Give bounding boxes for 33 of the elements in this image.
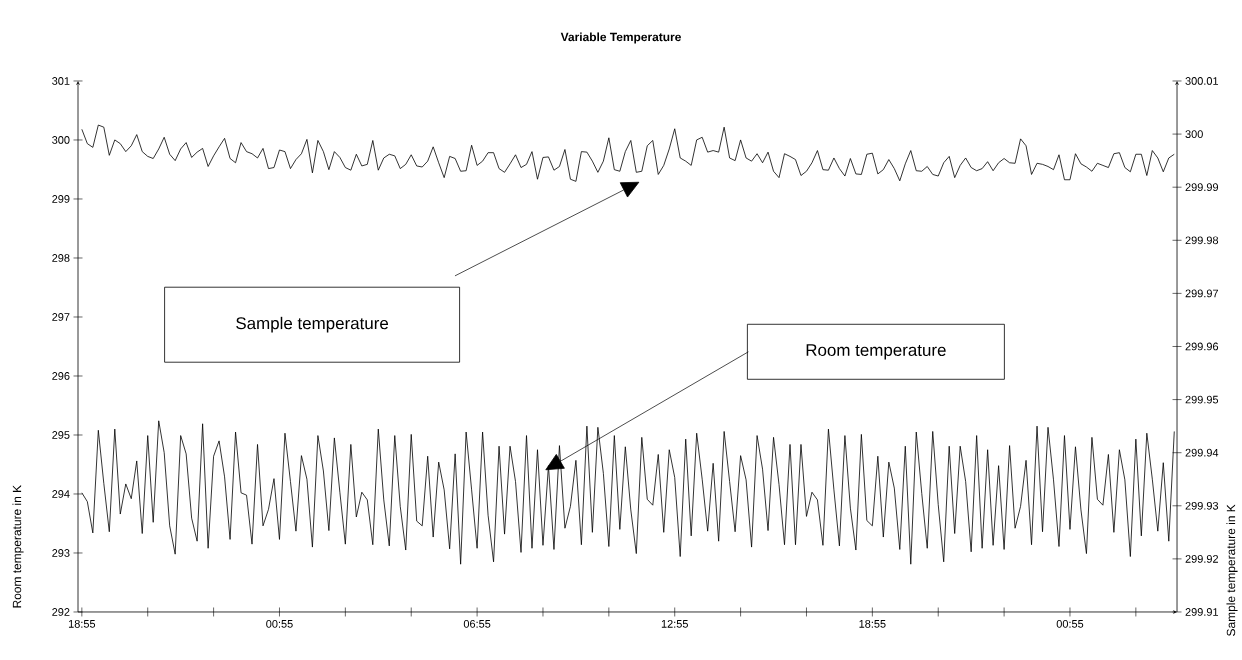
- x-tick-label: 00:55: [1056, 620, 1084, 628]
- annotation: Room temperature: [806, 344, 946, 360]
- y2-tick-label: 299.92: [1185, 555, 1218, 563]
- y-tick-label: 294: [52, 490, 70, 498]
- y2-tick-label: 299.98: [1185, 236, 1219, 245]
- y2-tick-label: 300.01: [1185, 77, 1219, 85]
- y-tick-label: 296: [52, 372, 70, 380]
- y-axis-title: Room temperature in K: [12, 485, 24, 608]
- x-tick-label: 18:55: [859, 620, 886, 628]
- y2-tick-label: 299.99: [1185, 183, 1219, 192]
- y2-axis-title: Sample temperature in K: [1226, 504, 1238, 636]
- y2-tick-label: 299.95: [1185, 395, 1219, 404]
- y-tick-label: 297: [52, 313, 70, 321]
- line-series: [81, 124, 1175, 182]
- x-tick-label: 06:55: [463, 620, 491, 628]
- y-tick-label: 292: [52, 608, 70, 616]
- y2-tick-label: 299.97: [1185, 289, 1218, 298]
- x-tick-label: 00:55: [266, 620, 293, 628]
- annotation: Sample temperature: [236, 316, 389, 333]
- y2-tick-label: 300: [1185, 130, 1203, 138]
- y2-tick-label: 299.96: [1185, 342, 1219, 351]
- y-tick-label: 299: [52, 195, 70, 203]
- y2-tick-label: 299.91: [1185, 608, 1219, 616]
- y-tick-label: 298: [52, 254, 70, 262]
- y-tick-label: 301: [52, 77, 70, 85]
- y2-tick-label: 299.93: [1185, 501, 1219, 510]
- y-tick-label: 300: [52, 136, 70, 144]
- x-tick-label: 18:55: [68, 620, 96, 628]
- chart-title: Variable Temperature: [560, 32, 681, 44]
- y-tick-label: 293: [52, 549, 70, 557]
- y2-tick-label: 299.94: [1185, 448, 1219, 457]
- x-tick-label: 12:55: [661, 620, 688, 628]
- y-tick-label: 295: [52, 431, 70, 439]
